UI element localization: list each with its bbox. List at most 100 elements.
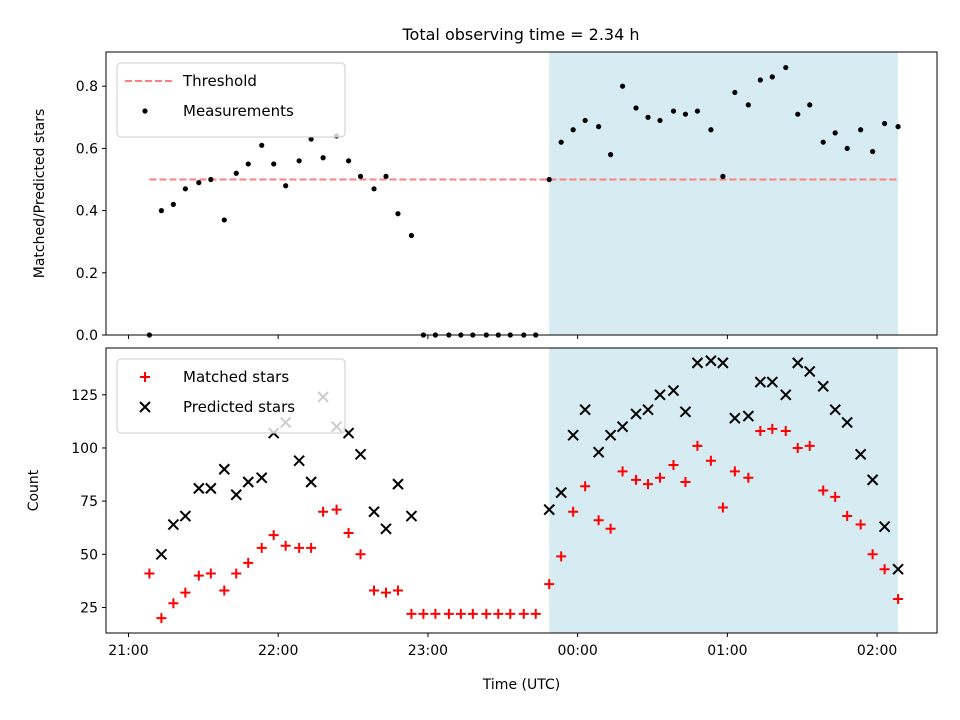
data-point [296, 158, 302, 164]
data-point [795, 111, 801, 117]
data-point [705, 355, 717, 367]
data-point [357, 173, 364, 179]
data-point [156, 613, 167, 624]
data-point [144, 568, 155, 579]
data-point [182, 186, 188, 192]
x-tick-label: 22:00 [258, 643, 298, 659]
legend-box [116, 358, 346, 434]
y-tick-label: 50 [80, 547, 98, 563]
y-tick-label: 0.6 [76, 141, 98, 157]
data-point [717, 502, 728, 513]
data-point [546, 176, 552, 183]
data-point [720, 173, 726, 179]
data-point [766, 376, 779, 388]
data-point [320, 155, 326, 161]
y-tick-label: 100 [71, 441, 98, 457]
data-point [729, 466, 740, 477]
data-point [418, 608, 429, 619]
x-tick-label: 00:00 [557, 643, 597, 659]
data-point [467, 608, 478, 619]
data-point [318, 506, 329, 517]
data-point [691, 357, 704, 369]
data-point [780, 425, 791, 436]
data-point [742, 410, 755, 422]
data-point [617, 466, 628, 477]
data-point [481, 608, 492, 619]
data-point [804, 440, 815, 451]
data-point [170, 201, 176, 207]
data-point [604, 429, 617, 441]
data-point [168, 598, 179, 609]
data-point [395, 211, 401, 217]
series-predicted-stars [155, 355, 904, 575]
data-point [858, 127, 864, 133]
y-tick-label: 0.2 [76, 266, 98, 282]
legend-label: Measurements [183, 102, 294, 120]
data-point [654, 389, 666, 401]
data-point [306, 542, 317, 553]
data-point [139, 401, 151, 413]
data-point [543, 503, 555, 516]
legend-label: Threshold [182, 72, 257, 90]
data-point [368, 506, 380, 518]
data-point [844, 145, 850, 152]
data-point [841, 416, 853, 429]
y-tick-label: 25 [80, 600, 98, 616]
data-point [679, 406, 692, 418]
data-point [544, 579, 555, 590]
data-point [743, 472, 754, 483]
data-point [208, 176, 214, 183]
data-point [593, 515, 604, 526]
data-point [218, 463, 230, 475]
data-point [717, 357, 729, 369]
data-point [579, 403, 591, 416]
data-point [881, 120, 888, 127]
data-point [792, 357, 804, 369]
data-point [283, 183, 289, 189]
legend: Threshold Measurements [116, 62, 346, 138]
data-point [567, 429, 579, 441]
data-point [518, 608, 529, 619]
data-point [655, 472, 665, 483]
data-point [657, 117, 663, 124]
axes-frame [105, 51, 938, 336]
data-point [392, 478, 404, 490]
data-point [371, 186, 377, 192]
data-point [592, 446, 605, 458]
data-point [343, 528, 354, 539]
x-axis-label: Time (UTC) [482, 677, 560, 693]
data-point [680, 476, 691, 487]
data-point [568, 506, 579, 517]
data-point [818, 485, 829, 496]
data-point [866, 474, 879, 486]
data-point [820, 139, 826, 145]
data-point [405, 510, 418, 522]
data-point [708, 127, 714, 133]
data-point [783, 64, 789, 71]
y-tick-label: 0.4 [76, 204, 98, 220]
data-point [493, 608, 504, 619]
data-point [243, 557, 254, 568]
data-point [842, 511, 853, 522]
data-point [870, 148, 876, 155]
data-point [369, 585, 380, 596]
data-point [605, 523, 616, 534]
data-point [580, 481, 591, 492]
data-point [667, 384, 680, 397]
data-point [233, 170, 239, 176]
data-point [555, 486, 567, 499]
legend-label: Matched stars [183, 368, 289, 386]
data-point [256, 472, 268, 484]
data-point [694, 108, 701, 114]
data-point [817, 380, 829, 392]
y-axis-label: Matched/Predicted stars [32, 109, 48, 279]
data-point [631, 474, 642, 485]
data-point [895, 124, 901, 130]
data-point [668, 459, 679, 470]
data-point [829, 403, 841, 416]
x-tick-label: 02:00 [857, 643, 897, 659]
data-point [867, 549, 878, 560]
data-point [392, 585, 403, 596]
data-point [293, 455, 305, 467]
